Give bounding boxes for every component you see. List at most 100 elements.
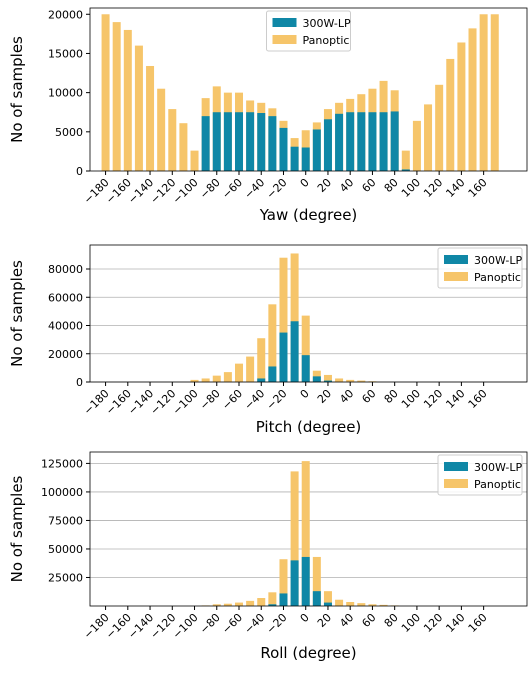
x-axis-label: Yaw (degree) [259, 206, 358, 224]
y-tick-label: 25000 [48, 571, 83, 584]
x-tick-label: 40 [337, 611, 356, 630]
bar [335, 378, 344, 382]
bar [212, 112, 221, 171]
bar [457, 42, 466, 171]
bar [234, 112, 244, 171]
x-tick-label: −40 [242, 611, 268, 637]
plot-frame [89, 244, 528, 383]
bar [257, 598, 266, 606]
bar [190, 150, 199, 171]
bar [290, 253, 299, 382]
x-tick-label: 140 [443, 176, 467, 200]
bar [435, 84, 444, 171]
y-tick-label: 60000 [48, 291, 83, 304]
x-tick-label: 100 [399, 611, 423, 635]
bar [368, 604, 377, 606]
x-tick-label: −80 [197, 176, 223, 202]
x-tick-label: 80 [382, 176, 401, 195]
bar [134, 45, 143, 171]
bar [290, 560, 299, 606]
y-tick-label: 10000 [48, 87, 83, 100]
y-tick-label: 75000 [48, 514, 83, 527]
bar [335, 599, 344, 606]
bar [323, 119, 332, 171]
x-tick-label: −20 [264, 176, 290, 202]
bar [323, 602, 332, 606]
x-tick-label: 120 [421, 387, 445, 411]
bar [223, 112, 232, 171]
bar [168, 109, 177, 171]
bar [301, 355, 310, 382]
bar [234, 363, 244, 382]
x-tick-label: 140 [443, 387, 467, 411]
bar [312, 129, 321, 171]
bar [446, 58, 455, 171]
y-tick-label: 0 [76, 165, 83, 178]
y-axis-label: No of samples [8, 475, 26, 582]
bar [234, 602, 244, 606]
legend-swatch [444, 255, 468, 264]
x-tick-label: 40 [337, 176, 356, 195]
bar [312, 376, 321, 382]
legend-label: Panoptic [303, 34, 350, 47]
bar [490, 14, 499, 172]
y-tick-label: 100000 [41, 486, 83, 499]
y-axis-label: No of samples [8, 260, 26, 367]
bar [323, 374, 332, 382]
legend-label: 300W-LP [474, 254, 523, 267]
bar [290, 321, 299, 382]
y-tick-label: 5000 [55, 126, 83, 139]
x-tick-label: 0 [298, 387, 312, 401]
x-tick-label: 60 [359, 611, 378, 630]
bar [357, 603, 366, 606]
bar [201, 378, 210, 382]
bar [301, 556, 310, 606]
bar [190, 379, 199, 382]
x-tick-label: −60 [220, 176, 246, 202]
y-tick-label: 50000 [48, 543, 83, 556]
x-tick-label: 160 [466, 611, 490, 635]
bar [246, 600, 255, 606]
bar [279, 257, 288, 382]
x-tick-label: 100 [399, 176, 423, 200]
x-axis-label: Pitch (degree) [256, 418, 362, 436]
bar [346, 602, 355, 606]
bar [179, 123, 188, 171]
bar [323, 591, 332, 606]
x-tick-label: 60 [359, 387, 378, 406]
x-tick-label: 20 [315, 611, 334, 630]
bar [246, 112, 255, 171]
x-tick-label: −60 [220, 387, 246, 413]
bar [312, 591, 321, 606]
x-tick-label: 160 [466, 387, 490, 411]
bar [257, 338, 266, 382]
x-tick-label: 120 [421, 176, 445, 200]
y-axis-label: No of samples [8, 36, 26, 143]
bar [212, 604, 221, 606]
bar [301, 147, 310, 171]
bar [212, 375, 221, 382]
x-tick-label: −20 [264, 611, 290, 637]
x-tick-label: −80 [197, 611, 223, 637]
bar [268, 604, 277, 606]
y-tick-label: 20000 [48, 348, 83, 361]
bar [401, 150, 410, 171]
x-tick-label: 20 [315, 176, 334, 195]
bar [279, 559, 288, 606]
x-tick-label: 140 [443, 611, 467, 635]
bar [268, 366, 277, 382]
x-tick-label: 0 [298, 611, 312, 625]
legend-label: Panoptic [474, 478, 521, 491]
legend-label: Panoptic [474, 271, 521, 284]
y-tick-label: 0 [76, 376, 83, 389]
x-tick-label: 100 [399, 387, 423, 411]
x-tick-label: −60 [220, 611, 246, 637]
bar [201, 116, 210, 171]
bar [112, 22, 121, 171]
bar [424, 104, 433, 171]
bar [157, 88, 166, 171]
bar [479, 14, 488, 172]
x-tick-label: 160 [466, 176, 490, 200]
x-tick-label: 60 [359, 176, 378, 195]
